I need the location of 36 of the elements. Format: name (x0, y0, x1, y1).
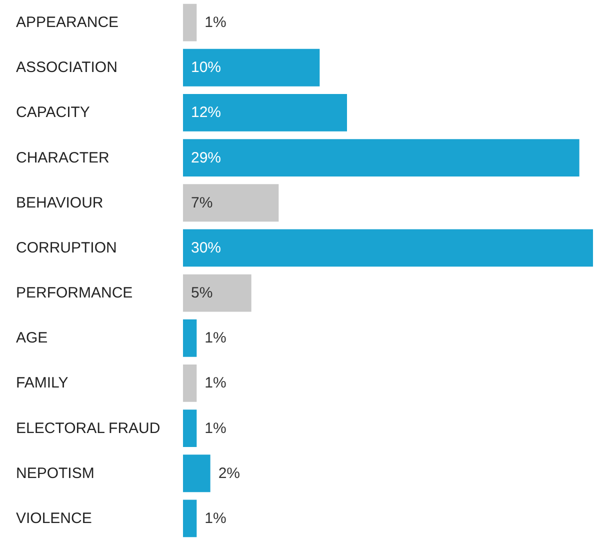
data-label: 30% (191, 239, 222, 256)
bar (183, 500, 197, 538)
data-label: 1% (204, 14, 226, 32)
y-tick-label: APPEARANCE (16, 14, 119, 32)
y-tick-label: FAMILY (16, 374, 68, 392)
y-tick-label: CAPACITY (16, 104, 90, 122)
y-tick-label: AGE (16, 330, 48, 347)
data-label: 2% (218, 464, 240, 482)
data-label: 12% (191, 104, 222, 122)
y-tick-label: ELECTORAL FRAUD (16, 420, 160, 437)
bar (183, 274, 252, 312)
data-label: 10% (191, 59, 222, 76)
y-tick-label: NEPOTISM (16, 464, 94, 482)
bar (183, 229, 593, 267)
y-tick-label: VIOLENCE (16, 510, 92, 527)
data-label: 29% (191, 149, 222, 166)
data-label: 1% (204, 420, 226, 437)
bar (183, 48, 320, 86)
data-label: 1% (204, 374, 226, 392)
bar (183, 454, 210, 492)
bar (183, 139, 580, 176)
data-label: 5% (191, 284, 213, 302)
y-tick-label: ASSOCIATION (16, 59, 118, 76)
data-label: 1% (204, 330, 226, 347)
bar (183, 410, 197, 447)
bar (183, 184, 279, 222)
bar (183, 364, 197, 402)
bar (183, 319, 197, 357)
data-label: 1% (204, 510, 226, 527)
y-tick-label: CORRUPTION (16, 239, 117, 256)
bar (183, 94, 347, 132)
bar (183, 4, 197, 42)
y-tick-label: PERFORMANCE (16, 284, 133, 302)
y-tick-label: CHARACTER (16, 149, 110, 166)
y-tick-label: BEHAVIOUR (16, 194, 104, 212)
data-label: 7% (191, 194, 213, 212)
